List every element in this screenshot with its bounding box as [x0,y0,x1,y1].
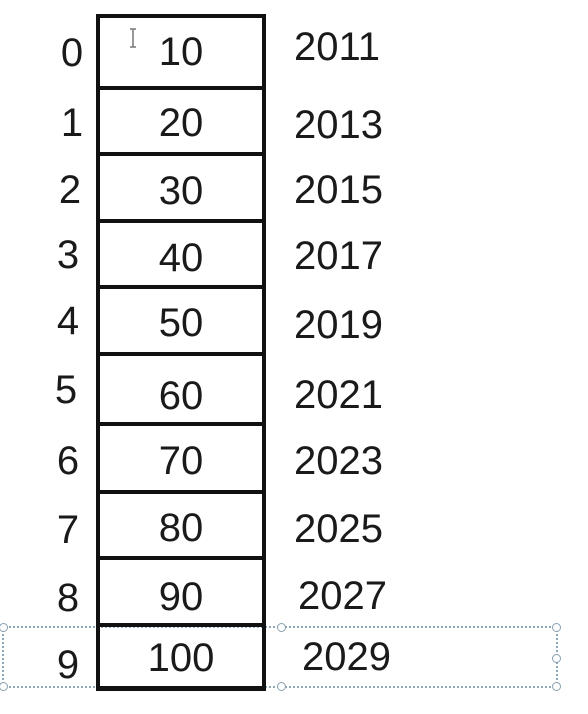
cell-divider [100,490,262,494]
address-label: 2013 [294,103,383,147]
cell-divider [100,556,262,560]
cell-divider [100,623,262,627]
index-label: 3 [56,233,80,277]
index-label: 9 [56,643,80,687]
index-label: 8 [56,576,80,620]
index-label: 0 [60,31,84,75]
cell-divider [100,152,262,156]
array-cell-value: 70 [158,439,204,483]
resize-handle-bottom-mid[interactable] [277,682,286,691]
text-cursor-icon [130,28,136,48]
array-cell-value: 80 [158,506,204,550]
array-cell-value: 30 [158,169,204,213]
address-label: 2011 [294,25,381,69]
cell-divider [100,86,262,90]
address-label: 2027 [298,574,387,618]
array-cell-value: 100 [147,636,215,680]
index-label: 5 [54,368,78,412]
resize-handle-top-left[interactable] [0,623,8,632]
resize-handle-bottom-right[interactable] [552,682,561,691]
index-label: 4 [56,299,80,343]
array-cell-value: 50 [158,301,204,345]
cell-divider [100,219,262,223]
resize-handle-mid-right[interactable] [552,654,561,663]
cell-divider [100,352,262,356]
address-label: 2021 [294,373,383,417]
index-label: 2 [58,168,82,212]
index-label: 1 [60,101,84,145]
address-label: 2015 [294,168,383,212]
address-label: 2025 [294,507,383,551]
array-cell-value: 10 [158,30,204,74]
array-cell-value: 60 [158,374,204,418]
array-cell-value: 40 [158,236,204,280]
resize-handle-top-right[interactable] [552,623,561,632]
index-label: 7 [56,508,80,552]
index-label: 6 [56,439,80,483]
address-label: 2017 [294,234,383,278]
array-cell-value: 20 [158,101,204,145]
resize-handle-bottom-left[interactable] [0,682,8,691]
cell-divider [100,422,262,426]
cell-divider [100,285,262,289]
selection-frame[interactable] [0,623,561,691]
array-box: 10 20 30 40 50 60 70 80 90 100 [96,14,266,691]
address-label: 2023 [294,439,383,483]
address-label: 2019 [294,303,383,347]
array-cell-value: 90 [158,575,204,619]
address-label: 2029 [302,635,391,679]
resize-handle-top-mid[interactable] [277,623,286,632]
